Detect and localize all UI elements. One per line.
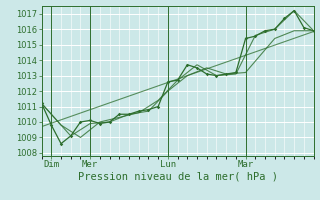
X-axis label: Pression niveau de la mer( hPa ): Pression niveau de la mer( hPa ) [77, 172, 278, 182]
